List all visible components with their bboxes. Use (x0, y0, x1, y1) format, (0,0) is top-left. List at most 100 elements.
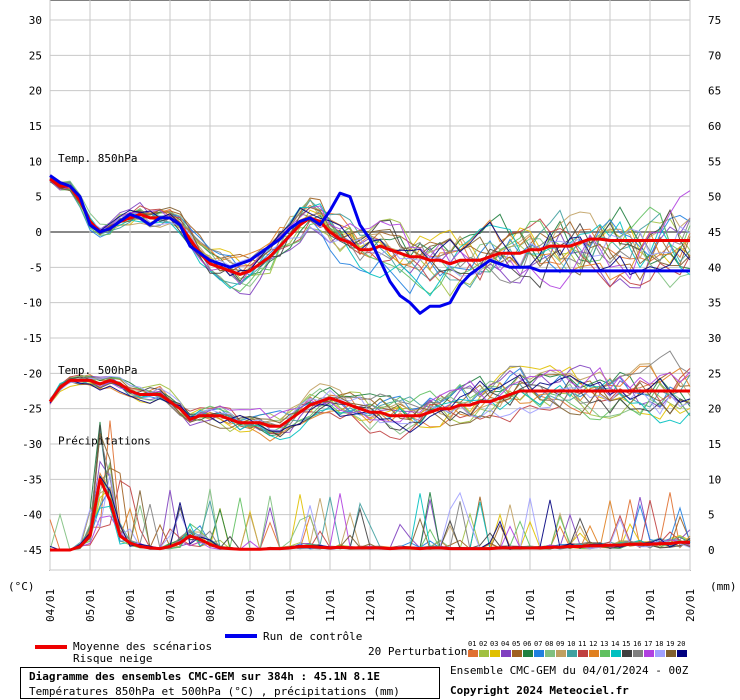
tick-labels: 302520151050-5-10-15-20-25-30-35-40-4575… (8, 14, 737, 622)
right-tick-label: 60 (708, 120, 721, 133)
mean-line (48, 378, 690, 428)
left-tick-label: -10 (22, 297, 42, 310)
left-tick-label: -40 (22, 509, 42, 522)
perturbation-swatch (644, 650, 654, 657)
right-tick-label: 0 (708, 544, 715, 557)
perturbation-swatch (501, 650, 511, 657)
series-lines (48, 174, 690, 552)
annotation-label: Temp. 500hPa (58, 364, 137, 377)
mean-line (49, 177, 690, 276)
perturbation-number: 08 (545, 640, 554, 648)
perturbation-swatch (556, 650, 566, 657)
left-tick-label: -45 (22, 544, 42, 557)
right-tick-label: 30 (708, 332, 721, 345)
x-tick-label: 20/01 (684, 589, 697, 622)
right-tick-label: 35 (708, 297, 721, 310)
perturbation-swatch (578, 650, 588, 657)
x-tick-label: 16/01 (524, 589, 537, 622)
right-tick-label: 75 (708, 14, 721, 27)
right-tick-label: 20 (708, 403, 721, 416)
mean-legend-label: Moyenne des scénarios (73, 640, 213, 653)
x-tick-label: 18/01 (604, 589, 617, 622)
perturbation-swatch (611, 650, 621, 657)
perturbation-number: 07 (534, 640, 543, 648)
perturbation-swatch (479, 650, 489, 657)
perturbation-swatch (633, 650, 643, 657)
x-tick-label: 06/01 (124, 589, 137, 622)
perturbation-swatch (534, 650, 544, 657)
right-tick-label: 10 (708, 473, 721, 486)
perturbation-number: 20 (677, 640, 686, 648)
left-tick-label: -25 (22, 403, 42, 416)
x-tick-label: 12/01 (364, 589, 377, 622)
mean-line (50, 477, 690, 552)
perturbation-swatch (468, 650, 478, 657)
perturbation-number: 03 (490, 640, 499, 648)
perturbation-line (49, 177, 691, 297)
right-tick-label: 5 (708, 509, 715, 522)
x-tick-label: 11/01 (324, 589, 337, 622)
x-tick-label: 15/01 (484, 589, 497, 622)
perturbation-swatch (545, 650, 555, 657)
right-tick-label: 50 (708, 191, 721, 204)
perturbation-line (49, 177, 691, 288)
perturbation-number: 09 (556, 640, 565, 648)
perturbation-number: 04 (501, 640, 510, 648)
perturbation-line (49, 366, 691, 424)
x-tick-label: 09/01 (244, 589, 257, 622)
annotation-label: Précipitations (58, 434, 151, 447)
left-tick-label: -30 (22, 438, 42, 451)
right-tick-label: 55 (708, 155, 721, 168)
right-tick-label: 25 (708, 367, 721, 380)
perturbation-number: 14 (611, 640, 620, 648)
perturbation-line (49, 376, 691, 438)
control-run-line (49, 174, 690, 315)
ensemble-info: Ensemble CMC-GEM du 04/01/2024 - 00Z (450, 664, 689, 677)
chart-subtitle: Températures 850hPa et 500hPa (°C) , pré… (29, 685, 400, 698)
x-tick-label: 08/01 (204, 589, 217, 622)
perturbation-swatch (622, 650, 632, 657)
left-tick-label: 10 (29, 155, 42, 168)
perturbation-swatch (677, 650, 687, 657)
perturbation-numbers: 01 02 03 04 05 06 07 08 09 10 11 12 13 14 15 16 17 18 19 20 (468, 640, 688, 648)
x-tick-label: 14/01 (444, 589, 457, 622)
perturbation-swatch (655, 650, 665, 657)
perturbation-number: 02 (479, 640, 488, 648)
perturbations-legend-label: 20 Perturbations (368, 645, 474, 658)
perturbation-line (49, 178, 691, 297)
right-tick-label: 40 (708, 261, 721, 274)
x-tick-label: 13/01 (404, 589, 417, 622)
left-tick-label: -15 (22, 332, 42, 345)
perturbation-swatch (490, 650, 500, 657)
control-legend-label: Run de contrôle (263, 630, 363, 643)
x-tick-label: 17/01 (564, 589, 577, 622)
left-tick-label: 20 (29, 85, 42, 98)
copyright: Copyright 2024 Meteociel.fr (450, 684, 629, 697)
perturbation-swatch (600, 650, 610, 657)
perturbation-swatches (468, 650, 688, 657)
left-tick-label: 5 (35, 191, 42, 204)
x-tick-label: 04/01 (44, 589, 57, 622)
perturbation-line (49, 379, 691, 429)
perturbation-number: 12 (589, 640, 598, 648)
perturbation-number: 17 (644, 640, 653, 648)
perturbation-number: 01 (468, 640, 477, 648)
mean-legend-swatch (35, 645, 67, 649)
perturbation-line (49, 179, 691, 276)
left-tick-label: -5 (29, 261, 42, 274)
perturbation-number: 15 (622, 640, 631, 648)
right-tick-label: 65 (708, 85, 721, 98)
info-box: Diagramme des ensembles CMC-GEM sur 384h… (20, 667, 440, 699)
perturbation-number: 19 (666, 640, 675, 648)
left-tick-label: 30 (29, 14, 42, 27)
left-tick-label: 25 (29, 49, 42, 62)
right-axis-unit: (mm) (710, 580, 737, 593)
left-axis-unit: (°C) (8, 580, 35, 593)
perturbation-line (49, 176, 691, 284)
control-legend-swatch (225, 634, 257, 638)
perturbation-number: 11 (578, 640, 587, 648)
perturbation-number: 16 (633, 640, 642, 648)
perturbation-number: 05 (512, 640, 521, 648)
perturbation-number: 18 (655, 640, 664, 648)
